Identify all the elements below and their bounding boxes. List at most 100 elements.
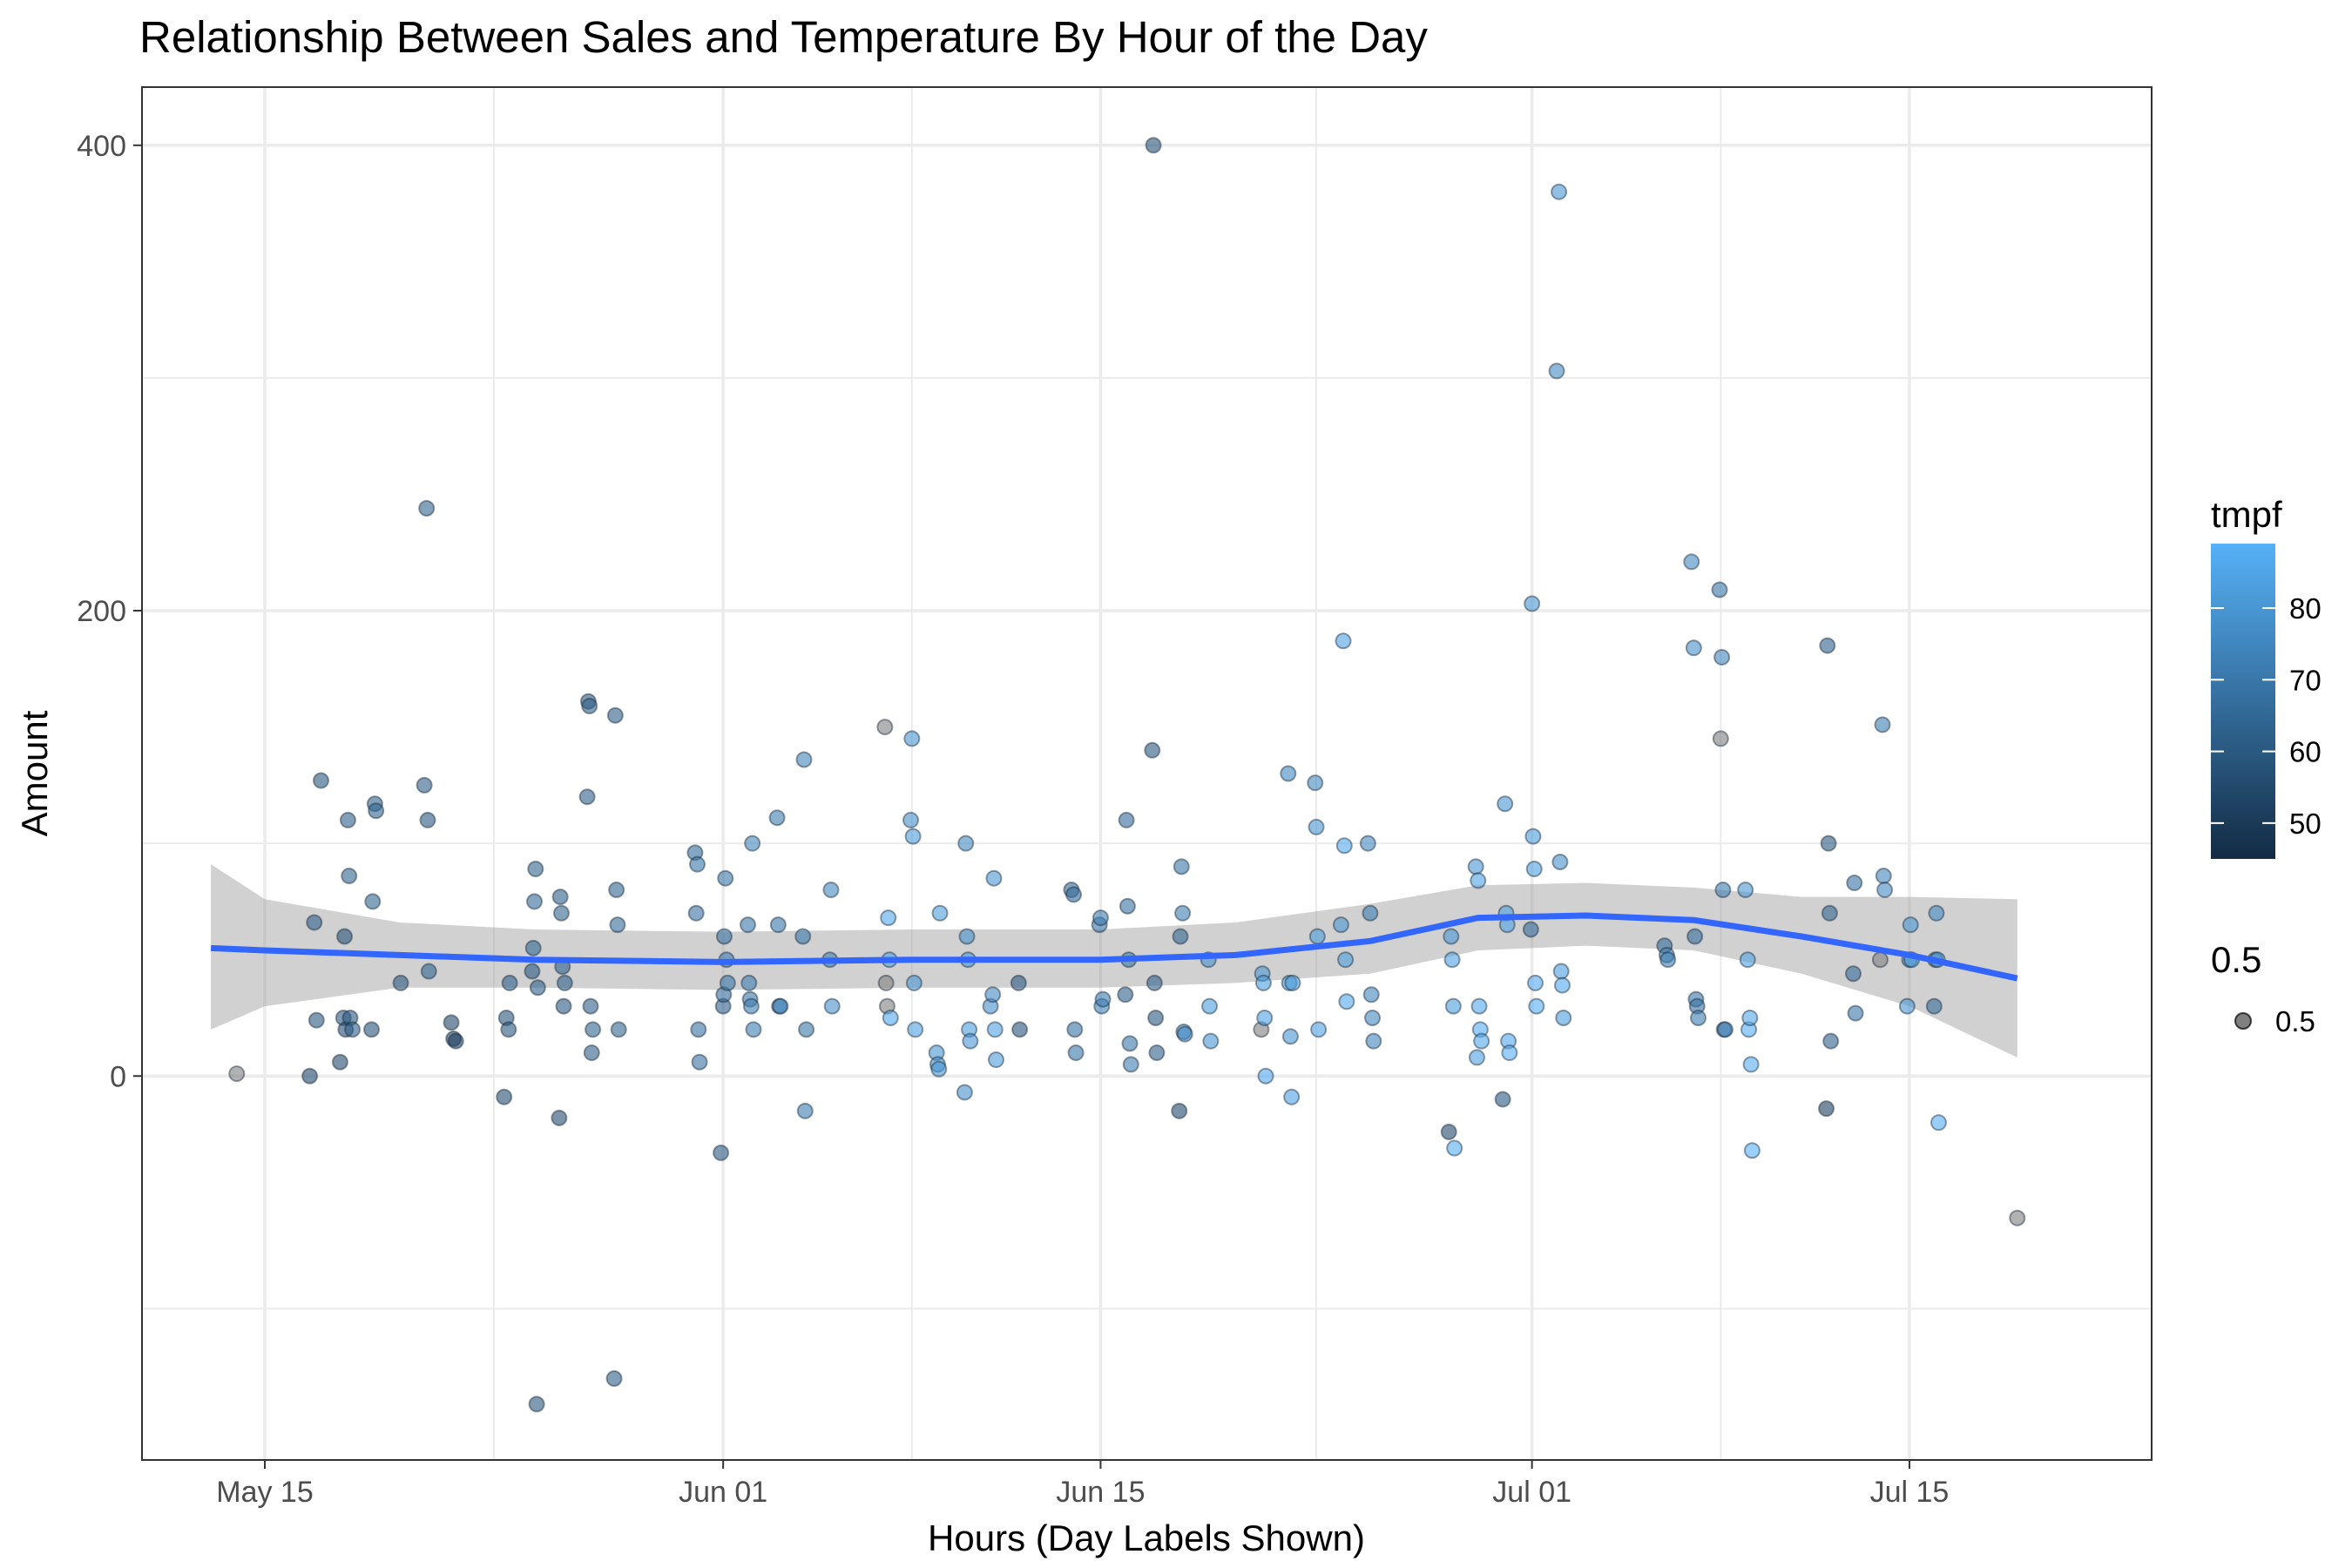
data-point	[1742, 1056, 1760, 1073]
data-point	[1283, 1088, 1301, 1105]
data-point	[772, 997, 789, 1015]
data-point	[796, 1102, 814, 1119]
data-point	[1551, 854, 1569, 871]
data-point	[1467, 858, 1484, 875]
data-point	[341, 868, 358, 885]
data-point	[1443, 951, 1461, 969]
data-point	[1144, 741, 1161, 759]
y-tick-label: 200	[77, 595, 126, 628]
data-point	[1065, 886, 1082, 903]
data-point	[1552, 963, 1570, 980]
data-point	[368, 802, 385, 820]
data-point	[1555, 1009, 1572, 1026]
data-point	[1925, 997, 1943, 1015]
data-point	[962, 1032, 979, 1050]
legend-alpha-key-point	[2234, 1012, 2252, 1030]
plot-background	[142, 87, 2152, 1460]
data-point	[1010, 974, 1027, 991]
data-point	[1548, 362, 1565, 380]
data-point	[1741, 1009, 1759, 1026]
data-point	[1280, 765, 1297, 782]
data-point	[823, 997, 841, 1015]
color-tick-label: 70	[2289, 664, 2322, 696]
color-scale-ticks: 50 60 70 80	[2211, 592, 2322, 840]
data-point	[719, 974, 736, 991]
data-point	[1524, 595, 1541, 612]
data-point	[301, 1067, 319, 1085]
data-point	[1659, 951, 1677, 969]
x-tick-label: Jul 15	[1870, 1476, 1950, 1509]
data-point	[1470, 997, 1488, 1015]
data-point	[552, 904, 570, 922]
data-point	[1444, 997, 1462, 1015]
x-tick-label: Jun 01	[679, 1476, 767, 1509]
data-point	[691, 1053, 708, 1071]
data-point	[794, 928, 812, 945]
data-point	[1147, 1009, 1165, 1026]
data-point	[877, 974, 895, 991]
legend-alpha-label: 0.5	[2275, 1005, 2315, 1037]
data-point	[1440, 1123, 1457, 1140]
data-point	[1362, 904, 1379, 922]
data-point	[1494, 1091, 1511, 1108]
data-point	[1714, 882, 1732, 899]
data-point	[1874, 716, 1891, 733]
data-point	[1821, 904, 1838, 922]
data-point	[308, 1011, 325, 1029]
data-point	[585, 1021, 602, 1038]
data-point	[985, 869, 1003, 887]
data-point	[1145, 137, 1162, 154]
data-point	[1527, 974, 1544, 991]
data-point	[1201, 997, 1219, 1015]
legend-alpha-title: 0.5	[2211, 939, 2261, 980]
data-point	[1551, 183, 1568, 200]
color-tick-label: 50	[2289, 808, 2322, 840]
data-point	[1930, 1114, 1947, 1132]
data-point	[986, 1021, 1004, 1038]
data-point	[1359, 835, 1376, 852]
data-point	[1683, 553, 1700, 571]
data-point	[1337, 951, 1355, 969]
data-point	[1737, 882, 1754, 899]
data-point	[931, 904, 949, 922]
data-point	[1847, 1004, 1864, 1022]
data-point	[610, 1021, 627, 1038]
data-point	[903, 730, 921, 747]
data-point	[1928, 904, 1945, 922]
data-point	[1446, 1139, 1463, 1157]
data-point	[1308, 818, 1325, 835]
data-point	[822, 882, 840, 899]
data-point	[1528, 997, 1545, 1015]
legend-color-title: tmpf	[2211, 494, 2282, 535]
data-point	[2009, 1209, 2026, 1227]
data-point	[1257, 1067, 1274, 1085]
data-point	[744, 835, 761, 852]
data-point	[1284, 974, 1301, 991]
data-point	[742, 997, 760, 1015]
data-point	[988, 1051, 1005, 1069]
data-point	[1497, 795, 1514, 813]
data-point	[364, 893, 382, 910]
data-point	[551, 889, 569, 906]
data-point	[715, 928, 733, 945]
data-point	[1066, 1021, 1084, 1038]
data-point	[500, 1021, 517, 1038]
data-point	[769, 916, 787, 934]
data-point	[1092, 909, 1109, 927]
data-point	[501, 974, 518, 991]
x-tick-label: Jun 15	[1056, 1476, 1145, 1509]
data-point	[1822, 1032, 1840, 1050]
x-tick-label: Jul 01	[1492, 1476, 1571, 1509]
data-point	[768, 809, 786, 827]
data-point	[1524, 828, 1542, 845]
data-point	[717, 869, 734, 887]
data-point	[902, 811, 920, 828]
data-point	[331, 1053, 348, 1071]
data-point	[527, 861, 544, 878]
chart-title: Relationship Between Sales and Temperatu…	[139, 12, 1428, 62]
data-point	[1122, 1056, 1139, 1073]
data-point	[344, 1021, 362, 1038]
data-point	[880, 909, 897, 927]
data-point	[1256, 1009, 1274, 1026]
data-point	[1739, 951, 1756, 969]
